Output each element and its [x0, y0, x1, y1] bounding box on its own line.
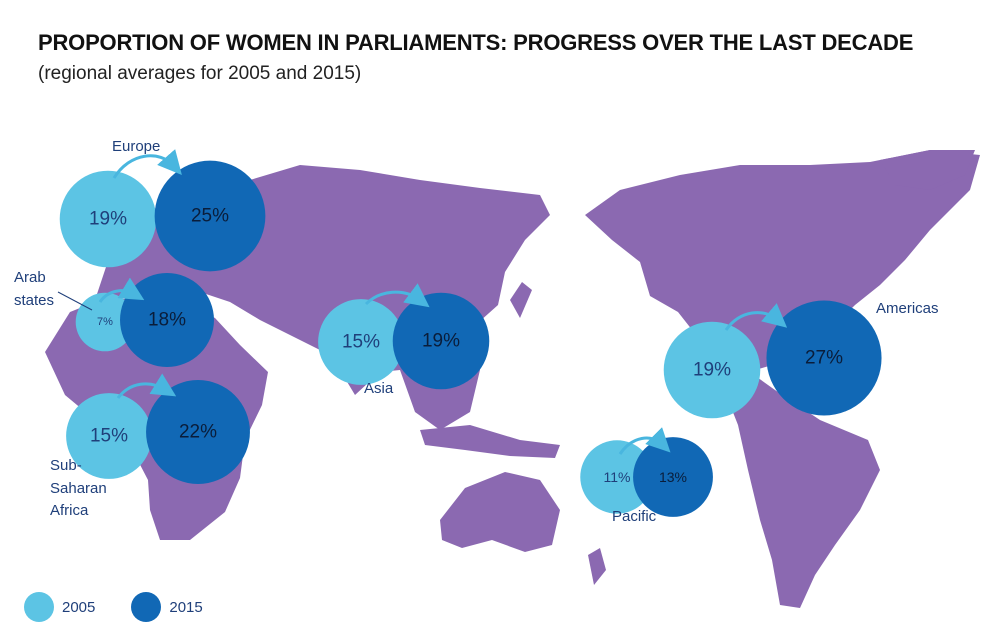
bubble-2005-asia: [318, 299, 404, 385]
arrow-arab-states: [98, 277, 145, 303]
value-label-2015-pacific: 13%: [659, 469, 687, 485]
landmass-north-america: [585, 150, 980, 370]
value-label-2015-sub-saharan-africa: 22%: [179, 422, 217, 443]
label-arab-states-2: states: [14, 292, 54, 309]
chart-subtitle: (regional averages for 2005 and 2015): [38, 63, 362, 84]
landmass-islands: [420, 425, 560, 458]
value-label-2015-europe: 25%: [191, 206, 229, 227]
value-label-2005-asia: 15%: [342, 332, 380, 353]
legend-label-2005: 2005: [62, 598, 96, 616]
bubble-2005-pacific: [580, 440, 654, 514]
value-label-2005-europe: 19%: [89, 209, 127, 230]
landmass-japan: [510, 282, 532, 318]
label-asia: Asia: [364, 380, 394, 397]
value-label-2005-arab-states: 7%: [97, 316, 113, 328]
bubble-2005-sub-saharan-africa: [66, 393, 152, 479]
bubble-2015-pacific: [633, 437, 713, 517]
landmass-australia: [440, 472, 560, 552]
label-ssa-1: Sub-: [50, 457, 82, 474]
bubble-2005-europe: [59, 170, 157, 268]
bubble-2015-americas: [766, 300, 882, 416]
bubble-2015-asia: [392, 292, 490, 390]
bubble-2015-sub-saharan-africa: [146, 380, 250, 484]
label-europe: Europe: [112, 138, 160, 155]
arab-states-leader-line: [57, 291, 93, 311]
label-pacific: Pacific: [612, 508, 657, 525]
value-label-2005-pacific: 11%: [604, 469, 631, 485]
value-label-2015-arab-states: 18%: [148, 310, 186, 331]
chart-title: PROPORTION OF WOMEN IN PARLIAMENTS: PROG…: [38, 30, 914, 55]
region-labels: Europe Arab states Sub- Saharan Africa A…: [14, 138, 939, 525]
value-label-2015-asia: 19%: [422, 331, 460, 352]
value-label-2005-sub-saharan-africa: 15%: [90, 426, 128, 447]
bubble-2005-americas: [663, 321, 761, 419]
arrow-europe: [112, 149, 182, 179]
arrow-americas: [724, 303, 788, 331]
arrow-asia: [364, 283, 430, 308]
arrow-pacific: [618, 427, 671, 455]
legend-label-2015: 2015: [169, 598, 203, 616]
arrow-sub-saharan-africa: [116, 373, 177, 399]
bubble-2005-arab-states: [75, 292, 135, 352]
value-label-2015-americas: 27%: [805, 348, 843, 369]
bubble-2015-europe: [154, 160, 266, 272]
legend-swatch-2015: [131, 592, 162, 622]
label-ssa-3: Africa: [50, 502, 89, 519]
legend-swatch-2005: [24, 592, 54, 622]
landmass-south-america: [700, 345, 880, 608]
landmass-greenland: [880, 150, 975, 190]
label-ssa-2: Saharan: [50, 480, 107, 497]
label-arab-states-1: Arab: [14, 269, 46, 286]
landmass-nz: [588, 548, 606, 585]
label-americas: Americas: [876, 300, 939, 317]
value-label-2005-americas: 19%: [693, 360, 731, 381]
legend: 2005 2015: [24, 592, 231, 622]
